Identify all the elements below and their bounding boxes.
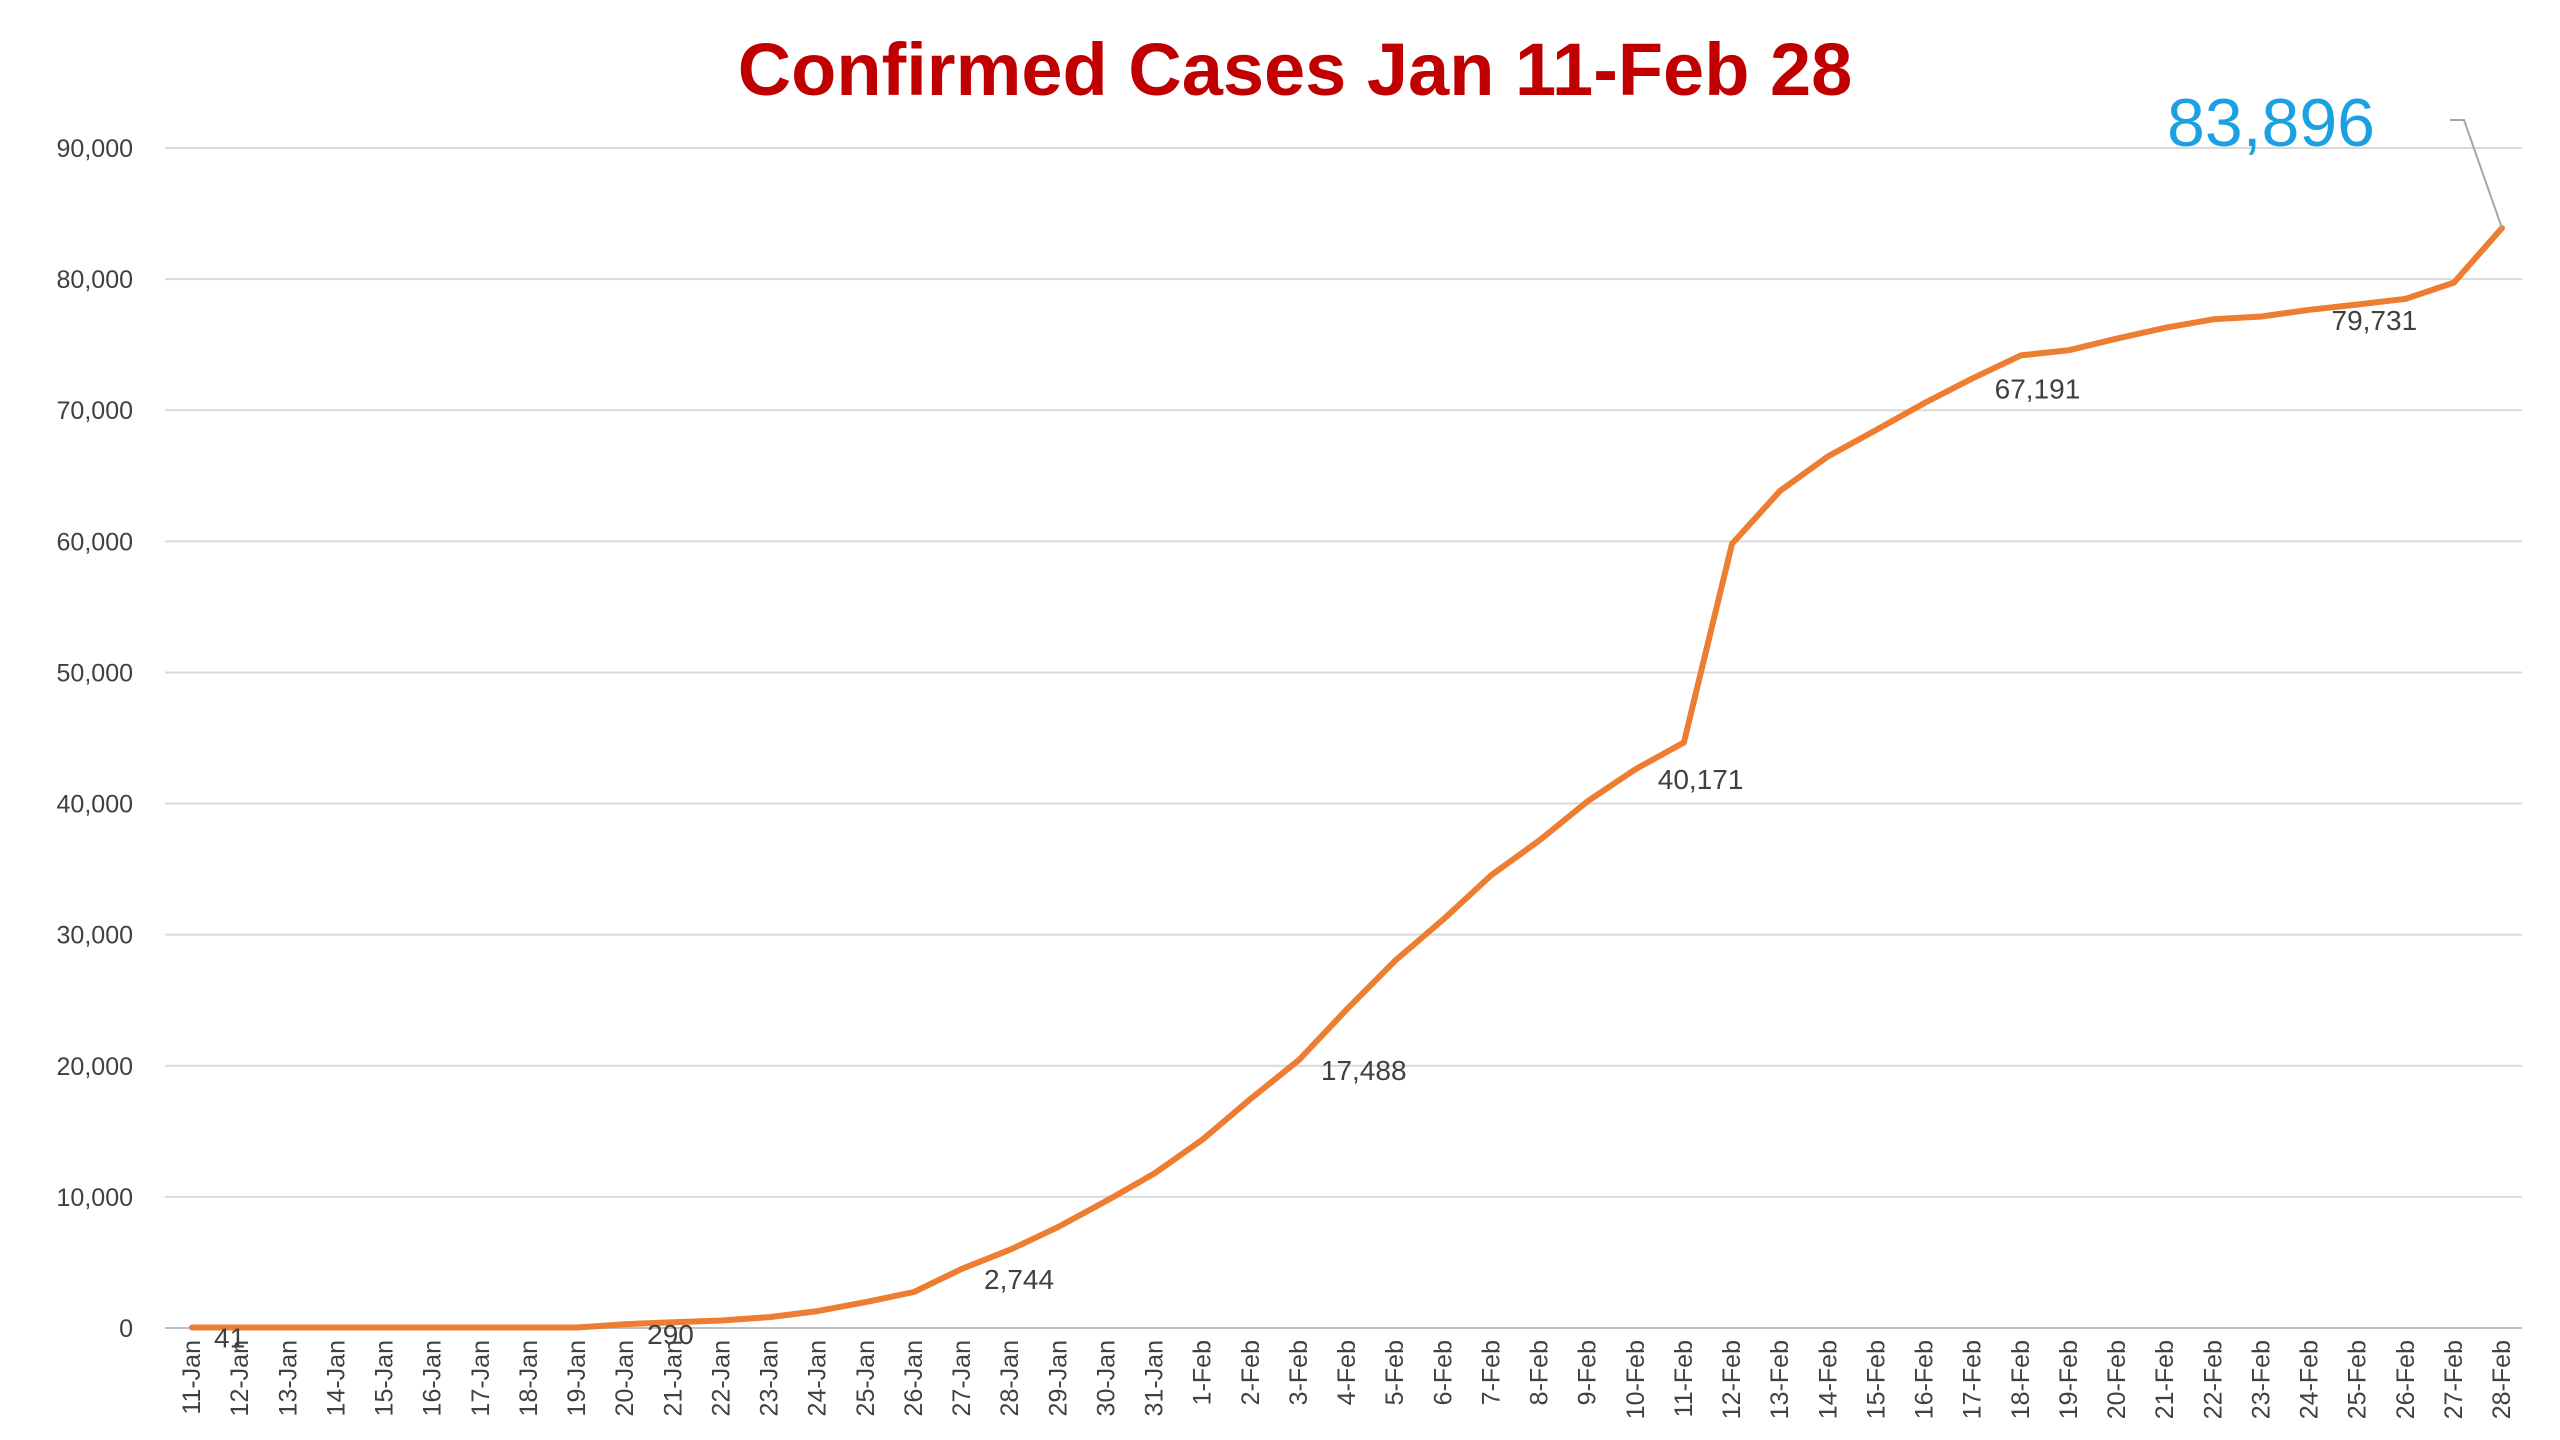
x-tick-label: 20-Jan (611, 1340, 639, 1416)
x-tick-label: 22-Feb (2199, 1340, 2227, 1419)
x-tick-label: 12-Feb (1718, 1340, 1746, 1419)
y-tick-label: 50,000 (57, 659, 133, 687)
chart-title: Confirmed Cases Jan 11-Feb 28 (738, 28, 1853, 111)
x-tick-label: 24-Jan (804, 1340, 832, 1416)
x-tick-label: 1-Feb (1189, 1340, 1217, 1405)
x-tick-label: 7-Feb (1477, 1340, 1505, 1405)
x-tick-label: 19-Jan (563, 1340, 591, 1416)
x-tick-label: 17-Jan (467, 1340, 495, 1416)
x-tick-label: 13-Feb (1766, 1340, 1794, 1419)
x-tick-label: 21-Feb (2151, 1340, 2179, 1419)
x-tick-label: 29-Jan (1044, 1340, 1072, 1416)
x-tick-label: 17-Feb (1959, 1340, 1987, 1419)
y-tick-label: 60,000 (57, 528, 133, 556)
x-tick-label: 26-Feb (2392, 1340, 2420, 1419)
x-tick-label: 30-Jan (1092, 1340, 1120, 1416)
x-tick-label: 13-Jan (274, 1340, 302, 1416)
data-labels: 41 290 2,744 17,488 40,171 67,191 79,731 (214, 305, 2417, 1354)
y-tick-label: 90,000 (57, 135, 133, 163)
x-tick-label: 11-Feb (1670, 1340, 1698, 1417)
x-tick-label: 16-Jan (419, 1340, 447, 1416)
x-axis-tick-labels: 11-Jan 12-Jan 13-Jan 14-Jan 15-Jan 16-Jan 17-J… (178, 1340, 2516, 1419)
x-tick-label: 19-Feb (2055, 1340, 2083, 1419)
x-tick-label: 16-Feb (1911, 1340, 1939, 1419)
x-tick-label: 28-Feb (2488, 1340, 2516, 1419)
x-tick-label: 22-Jan (707, 1340, 735, 1416)
x-tick-label: 24-Feb (2296, 1340, 2324, 1419)
gridlines (165, 147, 2522, 1329)
callout-value: 83,896 (2167, 85, 2375, 161)
y-tick-label: 80,000 (57, 266, 133, 294)
data-label: 41 (214, 1322, 245, 1353)
x-tick-label: 11-Jan (178, 1340, 206, 1415)
y-tick-label: 40,000 (57, 791, 133, 819)
x-tick-label: 14-Jan (322, 1340, 350, 1416)
x-tick-label: 2-Feb (1237, 1340, 1265, 1405)
final-value-callout: 83,896 (2167, 85, 2503, 229)
y-tick-label: 70,000 (57, 397, 133, 425)
data-label: 40,171 (1658, 764, 1744, 795)
x-tick-label: 6-Feb (1429, 1340, 1457, 1405)
callout-leader-line (2450, 119, 2503, 229)
x-tick-label: 9-Feb (1574, 1340, 1602, 1405)
x-tick-label: 25-Jan (852, 1340, 880, 1416)
x-tick-label: 18-Feb (2007, 1340, 2035, 1419)
data-label: 67,191 (1995, 373, 2081, 404)
x-tick-label: 5-Feb (1381, 1340, 1409, 1405)
x-tick-label: 12-Jan (226, 1340, 254, 1416)
series-lines (189, 225, 2505, 1331)
y-tick-label: 30,000 (57, 922, 133, 950)
x-tick-label: 28-Jan (996, 1340, 1024, 1416)
x-tick-label: 26-Jan (900, 1340, 928, 1416)
x-tick-label: 27-Feb (2440, 1340, 2468, 1419)
x-tick-label: 8-Feb (1526, 1340, 1554, 1405)
x-tick-label: 3-Feb (1285, 1340, 1313, 1405)
y-tick-label: 10,000 (57, 1184, 133, 1212)
x-tick-label: 15-Feb (1862, 1340, 1890, 1419)
x-tick-label: 23-Feb (2247, 1340, 2275, 1419)
x-tick-label: 15-Jan (371, 1340, 399, 1416)
x-tick-label: 21-Jan (659, 1340, 687, 1416)
x-tick-label: 18-Jan (515, 1340, 543, 1416)
series-line (189, 225, 2505, 1331)
data-label: 17,488 (1321, 1055, 1407, 1086)
data-label: 290 (647, 1319, 694, 1350)
x-tick-label: 31-Jan (1141, 1340, 1169, 1416)
x-tick-label: 14-Feb (1814, 1340, 1842, 1419)
x-tick-label: 23-Jan (756, 1340, 784, 1416)
data-label: 2,744 (984, 1264, 1054, 1295)
y-axis-tick-labels: 0 10,000 20,000 30,000 40,000 50,000 60,000 70,… (57, 135, 133, 1343)
y-tick-label: 0 (119, 1315, 133, 1343)
x-tick-label: 20-Feb (2103, 1340, 2131, 1419)
y-tick-label: 20,000 (57, 1053, 133, 1081)
x-tick-label: 25-Feb (2344, 1340, 2372, 1419)
x-tick-label: 10-Feb (1622, 1340, 1650, 1419)
x-tick-label: 27-Jan (948, 1340, 976, 1416)
data-label: 79,731 (2332, 305, 2418, 336)
x-tick-label: 4-Feb (1333, 1340, 1361, 1405)
